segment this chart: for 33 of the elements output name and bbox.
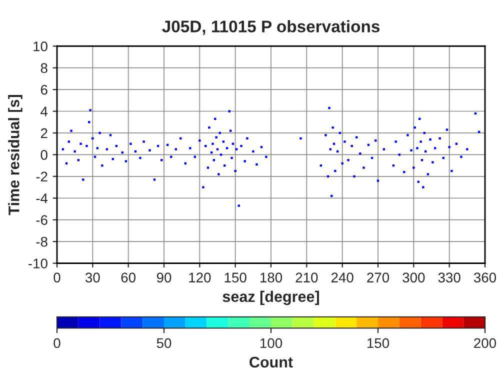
color-bar-title: Count <box>250 356 293 368</box>
x-tick-label: 330 <box>438 272 460 282</box>
color-bar-label: 100 <box>260 338 282 348</box>
color-bar-label: 200 <box>474 338 496 348</box>
x-tick-label: 300 <box>402 272 425 282</box>
x-tick-label: 0 <box>54 272 60 282</box>
y-tick-label: 8 <box>40 63 48 74</box>
y-tick-label: -10 <box>28 258 48 268</box>
x-tick-label: 150 <box>224 272 246 282</box>
y-tick-label: 6 <box>40 84 48 95</box>
y-tick-label: 10 <box>34 41 48 52</box>
x-tick-label: 360 <box>474 272 496 282</box>
chart-title: J05D, 11015 P observations <box>162 20 380 35</box>
y-tick-label: 0 <box>40 150 48 160</box>
x-tick-label: 30 <box>85 272 100 282</box>
x-tick-label: 90 <box>156 272 172 282</box>
y-tick-label: 2 <box>40 128 48 138</box>
y-tick-label: -8 <box>36 236 48 247</box>
x-tick-label: 60 <box>121 272 136 282</box>
y-tick-label: -4 <box>36 194 48 204</box>
color-bar-label: 150 <box>367 338 390 348</box>
x-tick-label: 120 <box>189 272 211 282</box>
x-tick-label: 210 <box>296 272 318 282</box>
color-bar-label: 0 <box>54 338 60 348</box>
x-tick-label: 180 <box>260 272 282 282</box>
y-axis-title: Time residual [s] <box>8 94 22 216</box>
color-bar-label: 50 <box>156 338 172 348</box>
y-tick-label: -6 <box>36 215 48 225</box>
y-tick-label: -2 <box>36 172 48 182</box>
y-tick-label: 4 <box>40 106 48 116</box>
x-tick-label: 270 <box>367 272 390 282</box>
x-axis-title: seaz [degree] <box>222 290 319 306</box>
x-tick-label: 240 <box>331 272 354 282</box>
